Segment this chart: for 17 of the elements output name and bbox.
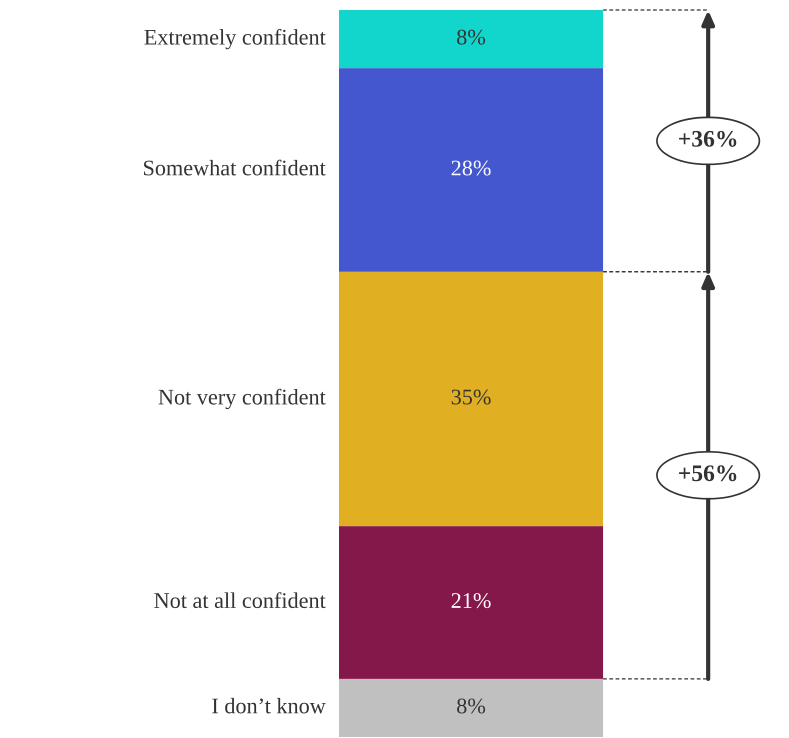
bar [339, 68, 604, 272]
series-label: Extremely confident [144, 28, 326, 50]
text: +56% [679, 465, 736, 482]
bar [339, 678, 604, 737]
bar [339, 10, 604, 68]
series-label: Not at all confident [154, 592, 326, 608]
bar [339, 526, 604, 679]
data-label: 28% [452, 160, 491, 176]
series-label: Somewhat confident [144, 160, 326, 176]
series-label: I don’t know [212, 698, 326, 714]
text: +36% [679, 130, 736, 147]
bar [339, 272, 604, 526]
data-label: 8% [457, 30, 486, 45]
series-label: Not very confident [158, 388, 326, 410]
data-label: 8% [457, 698, 486, 714]
data-label: 35% [452, 390, 491, 405]
data-label: 21% [452, 593, 491, 608]
